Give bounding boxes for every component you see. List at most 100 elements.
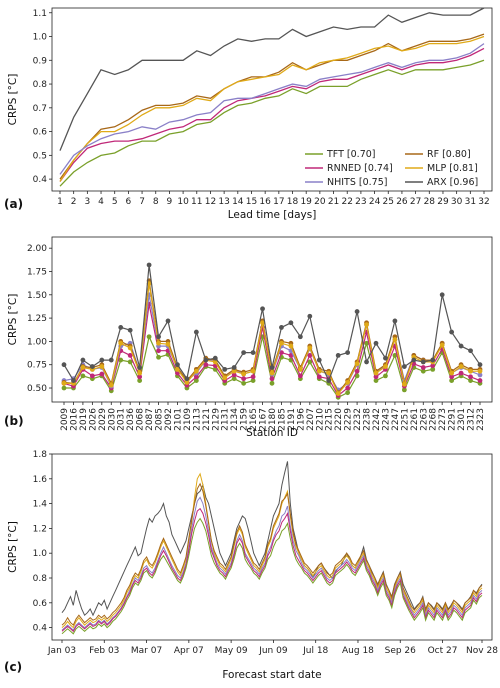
data-point-arx	[184, 376, 190, 382]
data-point-rnned	[449, 374, 455, 380]
data-point-arx	[383, 355, 388, 361]
data-point-tft	[383, 373, 388, 379]
data-point-mlp	[383, 364, 388, 369]
x-tick-label: 2312	[467, 408, 477, 431]
data-point-mlp	[165, 341, 171, 347]
y-tick-label: 0.4	[33, 175, 48, 185]
series-line-arx	[59, 7, 485, 151]
x-tick-label: 32	[478, 197, 489, 207]
x-tick-label: Feb 03	[89, 646, 119, 656]
y-tick-label: 1.4	[33, 500, 48, 510]
data-point-arx	[165, 318, 171, 324]
data-point-arx	[411, 357, 417, 363]
x-tick-label: 2113	[192, 408, 202, 431]
data-point-rnned	[231, 372, 237, 378]
x-tick-label: 2210	[315, 408, 325, 431]
y-tick-label: 1.1	[33, 9, 47, 19]
x-tick-label: 20	[314, 197, 326, 207]
data-point-rnned	[458, 370, 464, 376]
series-line-mlp	[61, 472, 483, 629]
data-point-mlp	[297, 366, 303, 372]
x-tick-label: 14	[232, 197, 244, 207]
x-tick-label: Aug 18	[342, 646, 374, 656]
x-tick-label: 2129	[211, 408, 221, 431]
x-tick-label: 23	[355, 197, 366, 207]
data-point-tft	[468, 378, 473, 383]
y-tick-label: 0.50	[27, 384, 47, 394]
data-point-arx	[212, 355, 218, 361]
data-point-mlp	[354, 361, 360, 367]
y-axis-label: CRPS [°C]	[7, 521, 19, 573]
data-point-arx	[175, 362, 180, 368]
data-point-arx	[61, 362, 67, 368]
y-tick-label: 1.25	[27, 314, 47, 324]
data-point-arx	[345, 350, 351, 355]
data-point-mlp	[260, 320, 265, 326]
data-point-arx	[401, 364, 407, 369]
data-point-mlp	[61, 380, 67, 386]
x-tick-label: 21	[328, 197, 339, 207]
x-tick-label: 27	[410, 197, 421, 207]
data-point-rnned	[203, 362, 209, 368]
data-point-arx	[373, 340, 379, 346]
panel-label: (c)	[4, 660, 22, 674]
data-point-arx	[468, 348, 473, 354]
data-point-rnned	[468, 374, 473, 380]
x-tick-label: 2301	[457, 408, 467, 431]
legend: TFT [0.70] RF [0.80] RNNED [0.74] MLP [0.81…	[305, 149, 478, 188]
data-point-tft	[80, 373, 86, 379]
data-point-mlp	[392, 337, 398, 342]
x-tick-label: 1	[57, 197, 63, 207]
panel-label: (a)	[4, 197, 23, 211]
data-point-arx	[430, 357, 436, 363]
x-tick-label: Apr 07	[174, 646, 204, 656]
x-tick-label: 2009	[60, 408, 70, 431]
data-point-arx	[241, 350, 247, 355]
series-line-arx	[61, 461, 483, 617]
data-point-tft	[373, 378, 379, 383]
y-tick-label: 1.75	[27, 267, 47, 277]
x-tick-label: 2243	[381, 408, 391, 431]
x-tick-label: 2323	[476, 408, 486, 431]
data-point-mlp	[241, 371, 247, 377]
data-point-mlp	[335, 391, 341, 397]
series-line-tft	[59, 59, 485, 187]
x-tick-label: 9	[167, 197, 173, 207]
data-point-arx	[458, 343, 464, 349]
x-tick-label: 12	[205, 197, 216, 207]
data-point-rnned	[420, 365, 426, 370]
data-point-tft	[364, 340, 369, 346]
x-tick-label: 2229	[344, 408, 354, 431]
x-tick-label: 2220	[334, 408, 344, 431]
x-tick-label: 2263	[419, 408, 429, 431]
x-tick-label: 2185	[277, 408, 287, 431]
x-tick-label: Jul 18	[302, 646, 328, 656]
y-axis-label: CRPS [°C]	[7, 294, 19, 346]
data-point-nhits	[477, 372, 483, 378]
data-point-arx	[231, 365, 237, 370]
series-line-nhits	[61, 496, 483, 631]
x-tick-label: 2036	[126, 408, 136, 431]
x-tick-label: 2026	[88, 408, 98, 431]
data-point-mlp	[345, 380, 351, 385]
data-point-rnned	[411, 361, 417, 367]
data-point-rnned	[241, 376, 247, 382]
data-point-arx	[449, 329, 455, 335]
x-axis-label: Forecast start date	[222, 669, 321, 681]
x-tick-label: 31	[465, 197, 476, 207]
x-tick-label: 2242	[372, 408, 382, 431]
data-point-mlp	[439, 342, 445, 348]
x-tick-label: 2268	[429, 408, 439, 431]
data-point-mlp	[468, 368, 473, 374]
data-point-arx	[89, 364, 95, 369]
data-point-arx	[156, 334, 161, 340]
x-tick-label: 26	[396, 197, 408, 207]
data-point-arx	[288, 320, 294, 326]
data-point-arx	[297, 334, 303, 340]
x-tick-label: 17	[273, 197, 284, 207]
x-tick-label: 3	[84, 197, 90, 207]
data-point-tft	[307, 359, 313, 365]
x-tick-label: 5	[112, 197, 118, 207]
y-tick-label: 1.6	[33, 475, 48, 485]
data-point-arx	[193, 329, 199, 335]
